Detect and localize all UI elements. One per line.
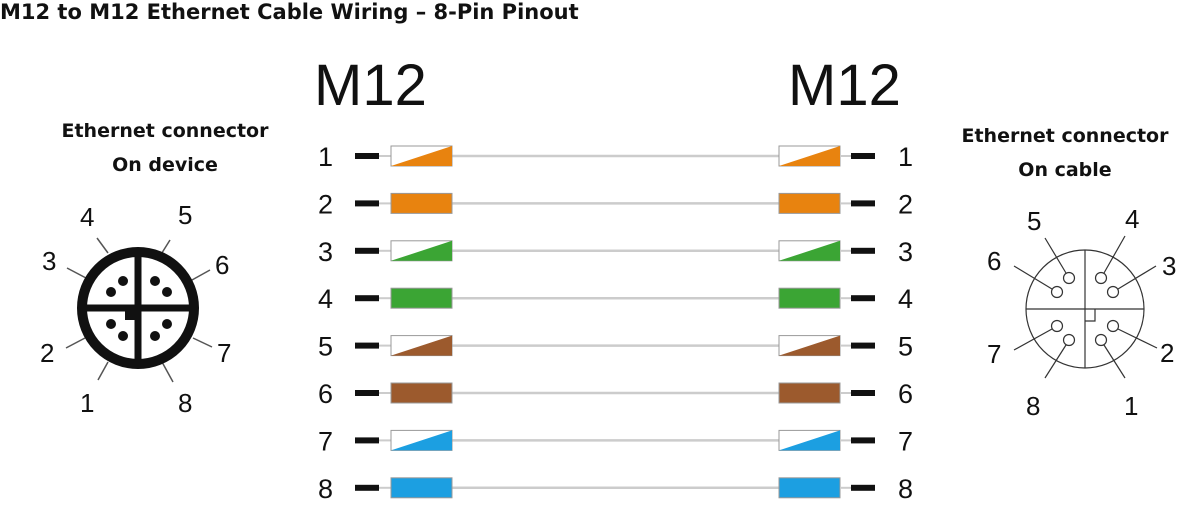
svg-text:6: 6 (215, 250, 229, 280)
left-pin-dash (355, 342, 379, 349)
left-pin-dash (355, 437, 379, 444)
right-pin-label: 7 (898, 426, 913, 456)
svg-text:8: 8 (1026, 391, 1040, 421)
left-wire-color-box-stripe (391, 335, 452, 356)
right-pin-label: 6 (898, 379, 913, 409)
right-pin-dash (851, 342, 875, 349)
left-pin-dash (355, 390, 379, 396)
right-pin-dash (851, 153, 875, 159)
right-connector-line1: Ethernet connector (961, 125, 1169, 147)
svg-text:5: 5 (1027, 206, 1041, 236)
left-pin-label: 8 (318, 474, 333, 504)
right-connector-line2: On cable (1018, 159, 1112, 181)
right-pin-dash (851, 247, 875, 254)
svg-text:1: 1 (80, 388, 94, 418)
left-pin-dash (355, 295, 379, 302)
svg-text:2: 2 (40, 338, 54, 368)
right-wire-color-box (778, 382, 841, 404)
right-pin-label: 3 (898, 237, 913, 267)
right-wire-color-box (778, 287, 841, 309)
page-title: M12 to M12 Ethernet Cable Wiring – 8-Pin… (0, 0, 579, 24)
svg-text:4: 4 (80, 202, 94, 232)
svg-text:3: 3 (1162, 251, 1176, 281)
right-pin-dash (851, 390, 875, 396)
left-pin-dash (355, 200, 379, 207)
right-wire-color-box (778, 477, 841, 499)
right-connector-caption: Ethernet connector On cable (940, 119, 1190, 187)
left-pin-label: 7 (318, 426, 333, 456)
right-wire-color-box-stripe (779, 335, 840, 356)
right-pin-label: 2 (898, 189, 913, 219)
svg-text:6: 6 (987, 246, 1001, 276)
right-wire-color-box-stripe (779, 146, 840, 166)
left-pin-dash (355, 153, 379, 159)
svg-text:2: 2 (1160, 338, 1174, 368)
svg-text:7: 7 (217, 338, 231, 368)
left-wire-color-box (390, 477, 453, 499)
left-connector-line1: Ethernet connector (61, 120, 269, 142)
right-wire-color-box (778, 192, 841, 214)
left-wire-color-box-stripe (391, 146, 452, 166)
left-pin-label: 4 (318, 284, 333, 314)
right-m12-header: M12 (788, 53, 901, 118)
right-wire-color-box-stripe (779, 240, 840, 261)
svg-text:1: 1 (1124, 391, 1138, 421)
left-wire-color-box (390, 382, 453, 404)
left-connector-caption: Ethernet connector On device (40, 114, 290, 182)
left-pin-label: 2 (318, 189, 333, 219)
left-pin-label: 6 (318, 379, 333, 409)
right-pin-dash (851, 200, 875, 207)
svg-text:4: 4 (1125, 204, 1139, 234)
svg-text:8: 8 (178, 388, 192, 418)
svg-text:3: 3 (42, 246, 56, 276)
right-pin-label: 5 (898, 332, 913, 362)
left-pin-label: 1 (318, 142, 333, 172)
left-wire-color-box-stripe (391, 430, 452, 451)
right-pin-dash (851, 437, 875, 444)
svg-text:7: 7 (987, 339, 1001, 369)
right-pin-dash (851, 484, 875, 491)
left-pin-label: 3 (318, 237, 333, 267)
right-pin-label: 1 (898, 142, 913, 172)
svg-text:5: 5 (178, 200, 192, 230)
left-pin-dash (355, 484, 379, 491)
left-wire-color-box (390, 287, 453, 309)
left-pin-label: 5 (318, 332, 333, 362)
right-pin-label: 4 (898, 284, 913, 314)
left-wire-color-box-stripe (391, 240, 452, 261)
left-m12-header: M12 (314, 53, 427, 118)
left-pin-dash (355, 247, 379, 254)
device-connector-icon: 4 5 3 6 2 7 1 8 (40, 200, 231, 418)
left-wire-color-box (390, 192, 453, 214)
cable-connector-icon: 5 4 6 3 7 2 8 1 (987, 204, 1176, 421)
left-connector-line2: On device (112, 154, 218, 176)
right-pin-label: 8 (898, 474, 913, 504)
right-wire-color-box-stripe (779, 430, 840, 451)
right-pin-dash (851, 295, 875, 302)
